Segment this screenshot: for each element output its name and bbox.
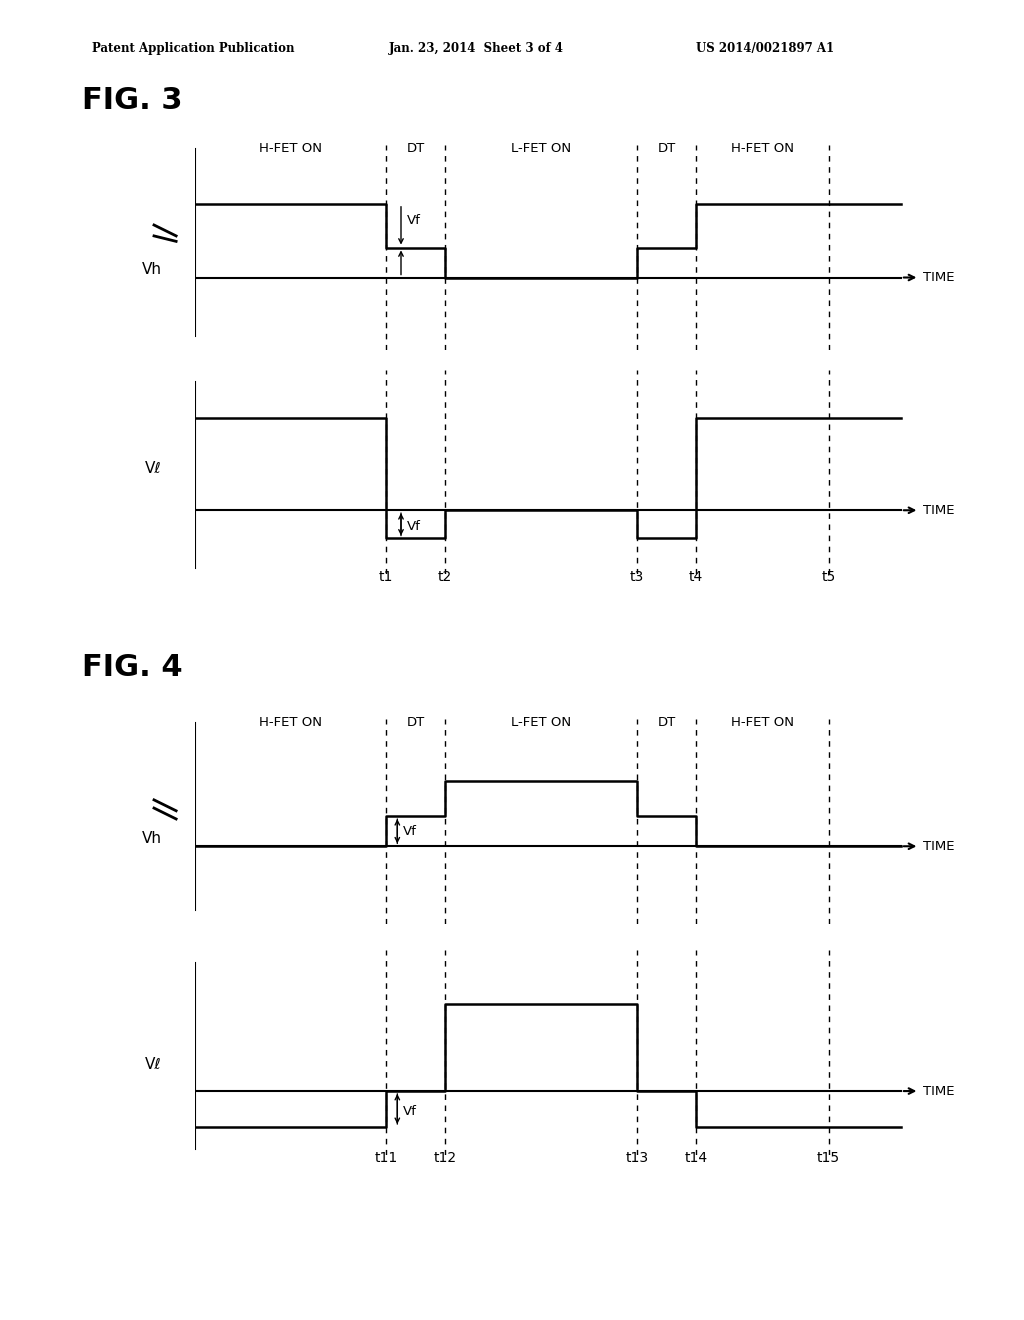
Text: L-FET ON: L-FET ON [511,715,571,729]
Text: t13: t13 [626,1151,648,1166]
Text: t14: t14 [684,1151,708,1166]
Text: L-FET ON: L-FET ON [511,141,571,154]
Text: t11: t11 [375,1151,398,1166]
Text: DT: DT [657,141,676,154]
Text: t3: t3 [630,570,644,585]
Text: H-FET ON: H-FET ON [731,715,794,729]
Text: FIG. 4: FIG. 4 [82,653,182,682]
Text: Jan. 23, 2014  Sheet 3 of 4: Jan. 23, 2014 Sheet 3 of 4 [389,42,564,55]
Text: FIG. 3: FIG. 3 [82,86,182,115]
Text: t1: t1 [379,570,393,585]
Text: H-FET ON: H-FET ON [731,141,794,154]
Text: US 2014/0021897 A1: US 2014/0021897 A1 [696,42,835,55]
Text: t5: t5 [821,570,836,585]
Text: Vh: Vh [141,830,162,846]
Text: TIME: TIME [923,1085,954,1097]
Text: Vℓ: Vℓ [144,461,162,477]
Text: TIME: TIME [923,840,954,853]
Text: DT: DT [407,715,425,729]
Text: t2: t2 [438,570,453,585]
Text: H-FET ON: H-FET ON [259,141,322,154]
Text: Vf: Vf [407,214,421,227]
Text: Vf: Vf [407,520,421,533]
Text: t15: t15 [817,1151,840,1166]
Text: H-FET ON: H-FET ON [259,715,322,729]
Text: DT: DT [657,715,676,729]
Text: DT: DT [407,141,425,154]
Text: Patent Application Publication: Patent Application Publication [92,42,295,55]
Text: Vf: Vf [403,1105,417,1118]
Text: Vℓ: Vℓ [144,1057,162,1072]
Text: Vh: Vh [141,261,162,277]
Text: Vf: Vf [403,825,417,838]
Text: t4: t4 [689,570,703,585]
Text: TIME: TIME [923,504,954,516]
Text: t12: t12 [434,1151,457,1166]
Text: TIME: TIME [923,271,954,284]
